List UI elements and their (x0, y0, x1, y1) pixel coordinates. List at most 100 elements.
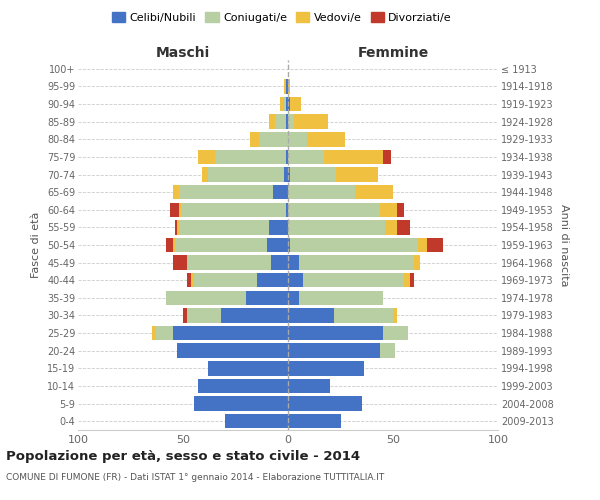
Bar (173, 326, 288, 340)
Bar (267, 238, 288, 252)
Bar (288, 220, 385, 234)
Bar (286, 114, 288, 129)
Bar (175, 238, 267, 252)
Bar (383, 150, 391, 164)
Bar (288, 185, 355, 200)
Bar (288, 168, 290, 181)
Bar (246, 290, 288, 305)
Bar (208, 361, 288, 376)
Bar (271, 256, 288, 270)
Bar (410, 273, 414, 287)
Bar (187, 256, 271, 270)
Y-axis label: Anni di nascita: Anni di nascita (559, 204, 569, 286)
Bar (175, 220, 176, 234)
Bar (179, 220, 269, 234)
Bar (303, 273, 404, 287)
Bar (166, 290, 246, 305)
Bar (288, 150, 324, 164)
Bar (193, 396, 288, 411)
Bar (295, 114, 328, 129)
Bar (257, 273, 288, 287)
Bar (166, 238, 173, 252)
Text: Femmine: Femmine (358, 46, 428, 60)
Bar (393, 308, 397, 322)
Bar (288, 378, 330, 393)
Bar (286, 79, 288, 94)
Bar (191, 273, 193, 287)
Bar (385, 220, 397, 234)
Text: Maschi: Maschi (156, 46, 210, 60)
Bar (324, 150, 383, 164)
Bar (404, 273, 410, 287)
Bar (288, 114, 295, 129)
Bar (288, 396, 361, 411)
Bar (355, 185, 393, 200)
Y-axis label: Fasce di età: Fasce di età (31, 212, 41, 278)
Legend: Celibi/Nubili, Coniugati/e, Vedovi/e, Divorziati/e: Celibi/Nubili, Coniugati/e, Vedovi/e, Di… (107, 8, 457, 28)
Bar (187, 273, 191, 287)
Bar (288, 326, 383, 340)
Bar (380, 344, 395, 358)
Bar (380, 202, 397, 217)
Bar (288, 132, 307, 146)
Bar (290, 168, 337, 181)
Bar (250, 132, 259, 146)
Bar (274, 185, 288, 200)
Bar (397, 202, 404, 217)
Bar (181, 202, 286, 217)
Bar (179, 185, 274, 200)
Bar (288, 256, 299, 270)
Bar (183, 308, 187, 322)
Bar (299, 290, 383, 305)
Text: Popolazione per età, sesso e stato civile - 2014: Popolazione per età, sesso e stato civil… (6, 450, 360, 463)
Bar (334, 308, 393, 322)
Bar (198, 378, 288, 393)
Bar (414, 256, 420, 270)
Bar (151, 326, 155, 340)
Bar (290, 238, 418, 252)
Bar (225, 414, 288, 428)
Bar (173, 238, 175, 252)
Bar (288, 344, 380, 358)
Bar (284, 97, 286, 112)
Bar (269, 114, 275, 129)
Bar (299, 256, 414, 270)
Bar (176, 220, 179, 234)
Bar (337, 168, 379, 181)
Bar (284, 79, 286, 94)
Bar (418, 238, 427, 252)
Text: COMUNE DI FUMONE (FR) - Dati ISTAT 1° gennaio 2014 - Elaborazione TUTTITALIA.IT: COMUNE DI FUMONE (FR) - Dati ISTAT 1° ge… (6, 472, 384, 482)
Bar (288, 361, 364, 376)
Bar (214, 150, 286, 164)
Bar (155, 326, 173, 340)
Bar (259, 132, 288, 146)
Bar (286, 150, 288, 164)
Bar (221, 308, 288, 322)
Bar (284, 168, 288, 181)
Bar (198, 150, 215, 164)
Bar (280, 97, 284, 112)
Bar (286, 97, 288, 112)
Bar (288, 97, 290, 112)
Bar (286, 202, 288, 217)
Bar (288, 79, 290, 94)
Bar (187, 308, 221, 322)
Bar (397, 220, 410, 234)
Bar (173, 256, 187, 270)
Bar (208, 168, 284, 181)
Bar (427, 238, 443, 252)
Bar (288, 238, 290, 252)
Bar (288, 273, 303, 287)
Bar (172, 185, 179, 200)
Bar (288, 414, 341, 428)
Bar (275, 114, 286, 129)
Bar (288, 308, 334, 322)
Bar (290, 97, 301, 112)
Bar (179, 202, 181, 217)
Bar (176, 344, 288, 358)
Bar (288, 290, 299, 305)
Bar (269, 220, 288, 234)
Bar (288, 202, 380, 217)
Bar (202, 168, 208, 181)
Bar (193, 273, 257, 287)
